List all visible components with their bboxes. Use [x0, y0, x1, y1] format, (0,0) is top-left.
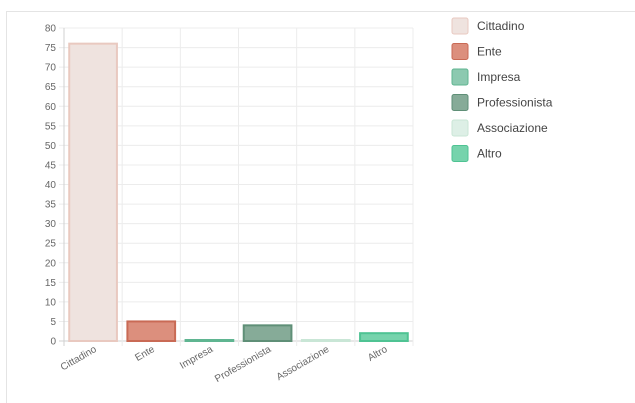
legend-swatch[interactable]	[451, 17, 469, 35]
legend-label[interactable]: Associazione	[477, 121, 548, 135]
legend-label[interactable]: Ente	[477, 45, 502, 59]
y-tick-label: 20	[45, 258, 57, 269]
bar-ente[interactable]	[126, 320, 177, 342]
y-tick-label: 35	[45, 200, 57, 211]
legend-swatch[interactable]	[451, 145, 469, 162]
x-tick-label: Professionista	[213, 344, 273, 385]
x-tick-label: Associazione	[275, 344, 332, 383]
bar-associazione[interactable]	[300, 339, 351, 342]
x-tick-label: Impresa	[178, 344, 215, 372]
legend-label[interactable]: Professionista	[477, 96, 553, 110]
legend-label[interactable]: Altro	[477, 147, 502, 161]
y-tick-label: 65	[45, 82, 57, 93]
y-tick-label: 5	[50, 317, 56, 328]
legend: Cittadino Ente Impresa Professionista Associ…	[451, 17, 553, 162]
x-tick-label: Altro	[366, 344, 390, 364]
grid-lines	[59, 27, 414, 346]
y-tick-label: 70	[45, 63, 57, 74]
y-tick-label: 50	[45, 141, 57, 152]
legend-swatch[interactable]	[451, 94, 469, 111]
y-tick-label: 60	[45, 102, 57, 113]
y-tick-label: 40	[45, 180, 57, 191]
y-axis-ticks: 0 5 10 15 20 25 30 35 40 45 50 55 60 65 70 75 80	[45, 24, 57, 348]
legend-swatch[interactable]	[451, 43, 469, 60]
y-tick-label: 30	[45, 219, 57, 230]
legend-label[interactable]: Impresa	[477, 70, 521, 84]
legend-label[interactable]: Cittadino	[477, 19, 525, 33]
bar-impresa[interactable]	[184, 339, 235, 342]
y-tick-label: 15	[45, 278, 57, 289]
bar-altro[interactable]	[359, 332, 409, 342]
chart-card	[6, 11, 635, 403]
y-tick-label: 45	[45, 160, 57, 171]
bar-professionista[interactable]	[242, 324, 293, 343]
x-tick-label: Cittadino	[59, 344, 99, 373]
y-tick-label: 25	[45, 239, 57, 250]
bars	[68, 42, 409, 343]
y-tick-label: 80	[45, 24, 57, 35]
y-tick-label: 75	[45, 43, 57, 54]
bar-cittadino[interactable]	[68, 42, 118, 343]
y-tick-label: 55	[45, 121, 57, 132]
legend-swatch[interactable]	[451, 119, 469, 137]
y-tick-label: 10	[45, 297, 57, 308]
legend-swatch[interactable]	[451, 68, 469, 86]
x-tick-label: Ente	[133, 344, 157, 364]
y-tick-label: 0	[50, 337, 56, 348]
